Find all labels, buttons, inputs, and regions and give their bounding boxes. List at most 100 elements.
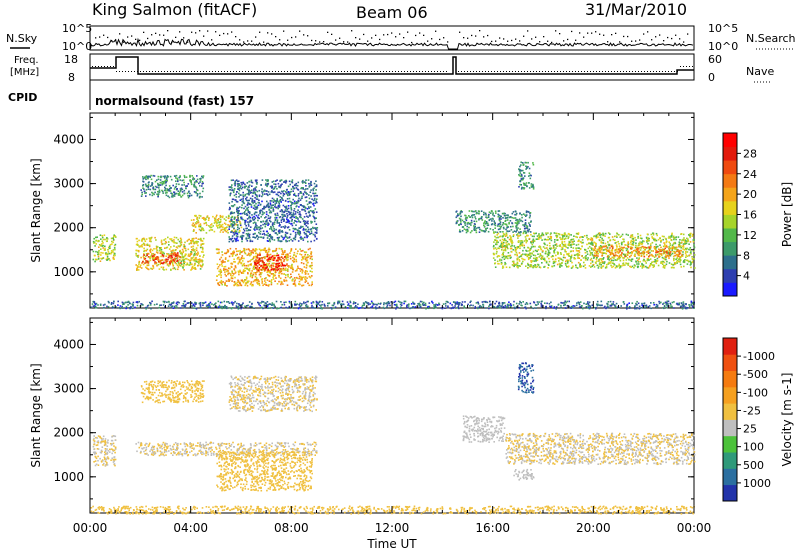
velocity-colorbar-segment-4	[723, 419, 737, 437]
x-tick-label-4: 16:00	[475, 521, 510, 535]
time-axis: 00:00 04:00 08:00 12:00 16:00 20:00 00:0…	[73, 521, 712, 551]
nave-tick-bottom: 0	[708, 71, 715, 84]
x-tick-label-3: 12:00	[375, 521, 410, 535]
power-colorbar-segment-4	[723, 228, 737, 243]
power-y-axis-label: Slant Range [km]	[29, 158, 43, 262]
nsky-trace	[89, 30, 694, 50]
x-axis-label: Time UT	[366, 537, 417, 551]
nave-label: Nave	[746, 65, 774, 78]
velocity-region-4	[228, 375, 318, 413]
power-region-2	[141, 252, 182, 265]
power-colorbar-label: Power [dB]	[780, 182, 794, 247]
velocity-colorbar-segment-8	[723, 354, 737, 371]
nsearch-tick-top: 10^5	[708, 22, 738, 35]
power-region-11	[518, 161, 535, 190]
nsky-panel	[89, 25, 695, 51]
freq-unit-label: [MHz]	[10, 67, 39, 78]
velocity-colorbar-tick-7: -1000	[743, 350, 775, 363]
velocity-region-5	[505, 432, 696, 466]
velocity-region-7	[513, 468, 535, 481]
velocity-colorbar-segment-1	[723, 468, 737, 486]
velocity-region-6	[462, 415, 507, 443]
velocity-colorbar-segment-9	[723, 338, 737, 355]
freq-trace	[90, 56, 694, 75]
velocity-colorbar-tick-1: 500	[743, 459, 764, 472]
velocity-colorbar-segment-5	[723, 403, 737, 420]
power-colorbar-tick-6: 28	[743, 147, 757, 160]
power-plot-frame	[89, 112, 695, 309]
freq-panel	[89, 53, 695, 81]
power-colorbar-tick-4: 20	[743, 188, 757, 201]
power-colorbar-segment-0	[723, 282, 737, 297]
nave-trace	[92, 66, 693, 72]
power-colorbar-tick-1: 8	[743, 249, 750, 262]
power-panel: 1000 2000 3000 4000 Slant Range [km] 4 8 12 16 20…	[29, 112, 794, 310]
velocity-colorbar-segment-3	[723, 435, 737, 453]
power-y-tick-label-3: 4000	[53, 132, 84, 146]
date-title: 31/Mar/2010	[585, 0, 687, 19]
power-colorbar-segment-11	[723, 133, 737, 147]
power-colorbar-segment-1	[723, 268, 737, 283]
beam-title: Beam 06	[356, 3, 428, 22]
velocity-y-tick-label-1: 2000	[53, 426, 84, 440]
velocity-colorbar-tick-3: 25	[743, 423, 757, 436]
velocity-colorbar-tick-4: -25	[743, 404, 761, 417]
power-colorbar-tick-0: 4	[743, 270, 750, 283]
velocity-region-3	[140, 379, 205, 404]
power-colorbar-segment-6	[723, 200, 737, 215]
velocity-colorbar-tick-6: -500	[743, 368, 768, 381]
velocity-colorbar-segment-7	[723, 370, 737, 388]
power-colorbar-tick-3: 16	[743, 209, 757, 222]
power-colorbar: 4 8 12 16 20 24 28 Power [dB]	[722, 132, 794, 297]
freq-tick-bottom: 8	[68, 71, 75, 84]
velocity-plot-frame	[89, 317, 695, 514]
x-tick-label-6: 00:00	[677, 521, 712, 535]
station-title: King Salmon (fitACF)	[92, 0, 257, 19]
power-colorbar-tick-2: 12	[743, 229, 757, 242]
power-region-4	[140, 174, 205, 199]
power-colorbar-segment-2	[723, 255, 737, 270]
velocity-region-0	[92, 435, 117, 467]
power-region-6	[253, 254, 288, 272]
velocity-y-axis-label: Slant Range [km]	[29, 363, 43, 467]
nsky-label: N.Sky	[6, 32, 38, 45]
velocity-colorbar-tick-5: -100	[743, 386, 768, 399]
velocity-colorbar-tick-2: 100	[743, 441, 764, 454]
power-region-12	[90, 300, 695, 310]
velocity-colorbar-segment-6	[723, 386, 737, 404]
velocity-data-cells	[90, 362, 696, 515]
velocity-colorbar-tick-0: 1000	[743, 477, 771, 490]
x-tick-label-1: 04:00	[173, 521, 208, 535]
power-colorbar-segment-8	[723, 173, 737, 188]
power-region-5	[215, 247, 313, 287]
power-colorbar-segment-9	[723, 160, 737, 175]
velocity-colorbar-segment-2	[723, 452, 737, 469]
velocity-region-9	[90, 505, 695, 515]
power-colorbar-tick-5: 24	[743, 168, 757, 181]
power-data-cells	[90, 161, 696, 310]
velocity-region-2	[215, 450, 313, 492]
velocity-colorbar: 1000 500 100 25 -25 -100 -500 -1000 Velocity [m …	[722, 337, 794, 502]
nave-tick-top: 60	[708, 53, 722, 66]
velocity-colorbar-label: Velocity [m s-1]	[780, 373, 794, 467]
velocity-y-tick-label-2: 3000	[53, 382, 84, 396]
power-y-tick-label-2: 3000	[53, 177, 84, 191]
nsearch-label: N.Search	[746, 32, 796, 45]
velocity-colorbar-segment-0	[723, 484, 737, 502]
x-tick-label-2: 08:00	[274, 521, 309, 535]
power-colorbar-segment-10	[723, 146, 737, 161]
freq-tick-top: 18	[64, 53, 78, 66]
x-tick-label-5: 20:00	[576, 521, 611, 535]
power-region-8	[455, 210, 532, 234]
nsearch-tick-bottom: 10^0	[708, 40, 738, 53]
velocity-y-tick-label-0: 1000	[53, 470, 84, 484]
power-region-10	[593, 245, 683, 258]
power-colorbar-segment-7	[723, 187, 737, 202]
nsky-tick-bottom: 10^0	[62, 40, 92, 53]
power-colorbar-segment-5	[723, 214, 737, 229]
power-y-tick-label-0: 1000	[53, 265, 84, 279]
cpid-value: normalsound (fast) 157	[95, 94, 254, 108]
velocity-region-8	[517, 362, 535, 394]
